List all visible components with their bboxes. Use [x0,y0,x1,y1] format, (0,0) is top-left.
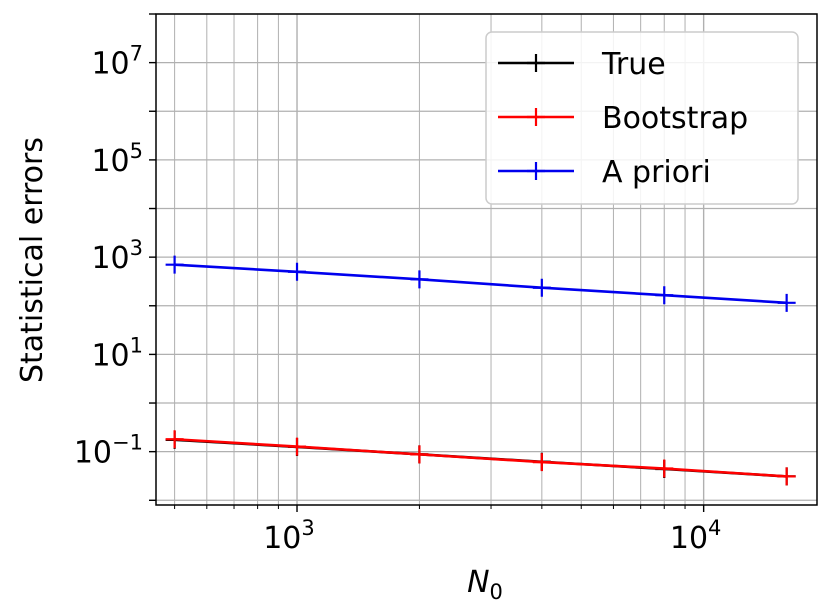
plot-frame [155,13,818,506]
data-point-marker [165,255,184,274]
series-line [174,437,787,478]
x-tick-label: 103 [263,516,315,556]
data-point-marker [655,459,674,478]
x-axis-label: N0 [467,565,503,604]
data-point-marker [288,437,307,456]
series-line [174,263,787,305]
legend-marker [527,162,545,180]
x-tick-label-exponent: 4 [708,516,721,540]
x-axis-label-base: N [467,565,489,600]
y-tick-label-exponent: 7 [130,42,143,66]
data-point-marker [777,293,796,312]
y-tick-label-exponent: 3 [130,236,143,260]
y-tick-label-exponent: −1 [112,431,143,455]
y-tick-label: 105 [91,139,143,179]
legend-entries: True Bootstrap A priori [498,47,748,190]
ticks [149,13,705,512]
data-point-marker [165,430,184,449]
y-tick-label: 107 [91,42,143,82]
y-axis-label: Statistical errors [15,137,50,383]
legend-label: A priori [602,155,711,190]
y-tick-label-base: 10 [91,144,129,179]
y-tick-label: 10−1 [74,431,143,471]
y-tick-label: 103 [91,236,143,276]
series-1 [165,430,796,486]
legend-marker [527,108,545,126]
data-point-marker [410,445,429,464]
data-point-marker [777,467,796,486]
legend: True Bootstrap A priori [485,31,799,205]
x-axis-label-subscript: 0 [490,580,503,604]
y-tick-label-base: 10 [91,241,129,276]
y-tick-label-base: 10 [91,47,129,82]
y-tick-label-exponent: 5 [130,139,143,163]
x-tick-label-exponent: 3 [301,516,314,540]
series-2 [165,255,796,312]
legend-label: Bootstrap [602,101,748,136]
legend-entry: A priori [498,155,711,190]
data-point-marker [655,286,674,305]
legend-box [485,31,799,205]
x-tick-label-base: 10 [670,521,708,556]
legend-entry: Bootstrap [498,101,748,136]
x-tick-label: 104 [670,516,722,556]
legend-entry: True [498,47,666,82]
y-tick-label-exponent: 1 [130,333,143,357]
data-point-marker [410,270,429,289]
legend-marker [527,54,545,72]
data-point-marker [288,262,307,281]
legend-label: True [601,47,666,82]
data-point-marker [532,278,551,297]
y-tick-label: 101 [91,333,143,373]
data-point-marker [532,453,551,472]
series-layer [165,255,796,486]
y-tick-label-base: 10 [74,436,112,471]
y-tick-label-base: 10 [91,338,129,373]
x-tick-label-base: 10 [263,521,301,556]
